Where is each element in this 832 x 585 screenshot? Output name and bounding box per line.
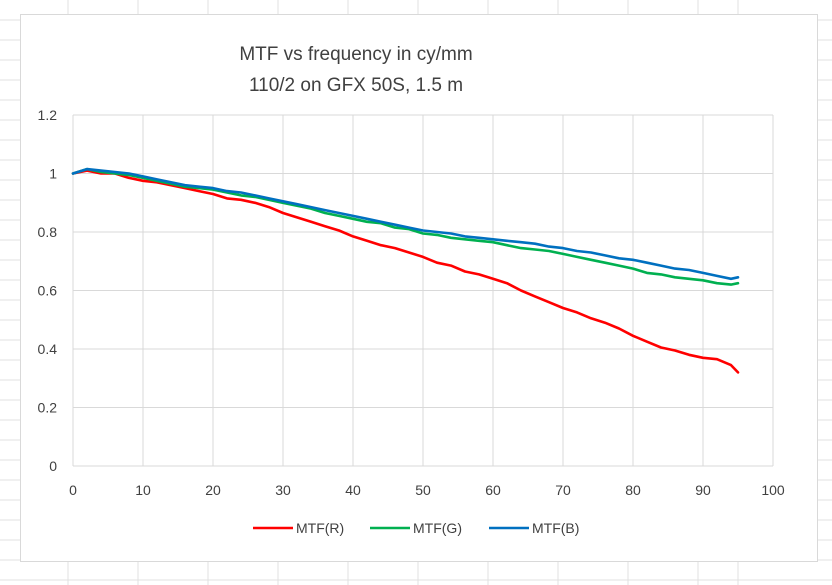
y-tick-label: 0.8 (38, 224, 58, 240)
y-tick-label: 0 (49, 458, 57, 474)
x-tick-label: 10 (135, 482, 151, 498)
y-tick-label: 0.2 (38, 400, 58, 416)
x-tick-label: 0 (69, 482, 77, 498)
x-tick-label: 40 (345, 482, 361, 498)
axis-tick-labels: 0 10 20 30 40 50 60 70 80 90 100 0 0.2 0.4 0.6 0.8 1 1.2 (38, 107, 785, 498)
legend-label: MTF(G) (413, 520, 462, 536)
series-lines (71, 167, 740, 374)
legend: MTF(R) MTF(G) MTF(B) (253, 520, 579, 536)
legend-label: MTF(R) (296, 520, 344, 536)
x-tick-label: 90 (695, 482, 711, 498)
chart-title: MTF vs frequency in cy/mm (239, 44, 472, 65)
x-tick-label: 70 (555, 482, 571, 498)
x-tick-label: 60 (485, 482, 501, 498)
chart-subtitle: 110/2 on GFX 50S, 1.5 m (249, 75, 463, 96)
series-line-3 (71, 167, 740, 281)
series-line-1 (71, 169, 740, 374)
mtf-chart: MTF vs frequency in cy/mm 110/2 on GFX 5… (38, 44, 785, 536)
y-tick-label: 1 (49, 166, 57, 182)
y-tick-label: 1.2 (38, 107, 58, 123)
x-tick-label: 50 (415, 482, 431, 498)
legend-label: MTF(B) (532, 520, 579, 536)
y-tick-label: 0.6 (38, 283, 58, 299)
x-tick-label: 100 (761, 482, 785, 498)
series-line-2 (71, 167, 740, 286)
y-tick-label: 0.4 (38, 341, 58, 357)
plot-gridlines (72, 114, 774, 467)
x-tick-label: 30 (275, 482, 291, 498)
x-tick-label: 20 (205, 482, 221, 498)
chart-area[interactable]: MTF vs frequency in cy/mm 110/2 on GFX 5… (20, 14, 818, 562)
x-tick-label: 80 (625, 482, 641, 498)
